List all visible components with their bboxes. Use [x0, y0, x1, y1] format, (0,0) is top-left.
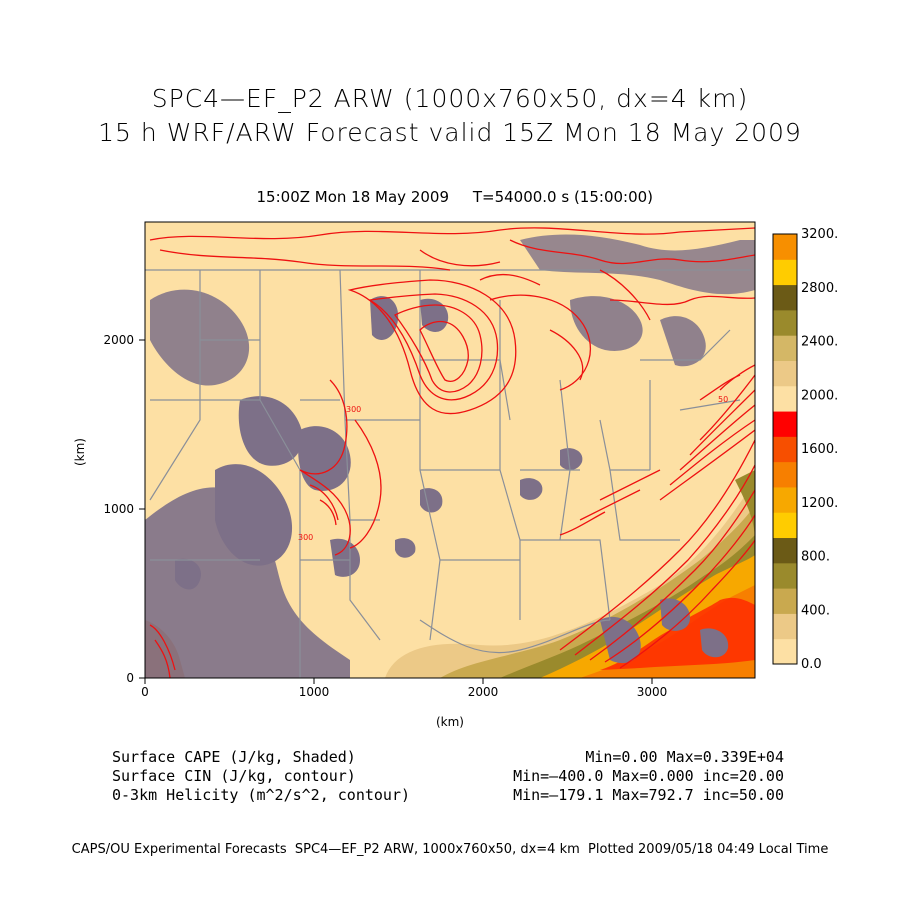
y-axis-label: (km)	[73, 438, 87, 466]
model-time: T=54000.0 s (15:00:00)	[472, 188, 654, 206]
x-tick-0: 0	[141, 685, 149, 699]
footer-credit: CAPS/OU Experimental Forecasts SPC4—EF_P…	[71, 842, 829, 857]
colorbar-swatch	[773, 335, 797, 361]
y-tick-2000: 2000	[103, 333, 134, 347]
axis-ticks	[139, 339, 653, 684]
valid-time: 15:00Z Mon 18 May 2009	[256, 188, 449, 206]
colorbar-label: 2800.	[801, 281, 838, 296]
colorbar-swatch	[773, 284, 797, 311]
x-tick-1000: 1000	[299, 685, 330, 699]
cin-contours	[145, 234, 755, 678]
helicity-label: 0-3km Helicity (m^2/s^2, contour)	[112, 786, 411, 804]
colorbar-swatch	[773, 360, 797, 387]
colorbar: 0.0 400. 800. 1200. 1600. 2000. 2400. 2800. 3200…	[772, 227, 838, 672]
colorbar-swatch	[773, 537, 797, 564]
colorbar-swatch	[773, 588, 797, 614]
colorbar-label: 800.	[801, 550, 830, 565]
cape-label: Surface CAPE (J/kg, Shaded)	[112, 748, 356, 766]
colorbar-label: 400.	[801, 603, 830, 618]
colorbar-label: 2000.	[801, 388, 838, 403]
contour-label-b: 300	[298, 533, 313, 542]
colorbar-swatch	[773, 385, 797, 412]
colorbar-swatch	[773, 411, 797, 437]
colorbar-swatch	[773, 234, 797, 260]
plot-frame	[144, 221, 756, 679]
colorbar-swatch	[773, 436, 797, 463]
contour-label-a: 300	[346, 405, 361, 414]
contour-label-c: 50	[718, 395, 728, 404]
forecast-map: 300 300 50 0 1000 2000 3000 0 1000 2000 …	[73, 221, 838, 729]
colorbar-frame	[772, 233, 798, 665]
colorbar-swatch	[773, 461, 797, 488]
colorbar-label: 0.0	[801, 657, 822, 672]
colorbar-label: 2400.	[801, 335, 838, 350]
helicity-contours	[149, 227, 755, 678]
colorbar-swatch	[773, 259, 797, 286]
cin-label: Surface CIN (J/kg, contour)	[112, 767, 356, 785]
colorbar-label: 1600.	[801, 442, 838, 457]
colorbar-swatch	[773, 512, 797, 539]
cin-stats: Min=—400.0 Max=0.000 inc=20.00	[513, 767, 784, 785]
title-line-1: SPC4—EF_P2 ARW (1000x760x50, dx=4 km)	[151, 84, 749, 113]
cape-stats: Min=0.00 Max=0.339E+04	[585, 748, 784, 766]
colorbar-swatch	[773, 309, 797, 336]
colorbar-swatch	[773, 486, 797, 513]
valid-time-line: 15:00Z Mon 18 May 2009 T=54000.0 s (15:0…	[0, 170, 900, 206]
colorbar-swatch	[773, 638, 797, 665]
colorbar-label: 3200.	[801, 227, 838, 242]
x-axis-label: (km)	[436, 715, 464, 729]
colorbar-swatch	[773, 562, 797, 589]
y-tick-0: 0	[126, 671, 134, 685]
colorbar-label: 1200.	[801, 496, 838, 511]
x-tick-2000: 2000	[468, 685, 499, 699]
x-tick-3000: 3000	[637, 685, 668, 699]
colorbar-swatch	[773, 613, 797, 640]
cape-se-coast	[735, 470, 755, 540]
helicity-stats: Min=—179.1 Max=792.7 inc=50.00	[513, 786, 784, 804]
title-line-2: 15 h WRF/ARW Forecast valid 15Z Mon 18 M…	[98, 118, 802, 147]
y-tick-1000: 1000	[103, 502, 134, 516]
